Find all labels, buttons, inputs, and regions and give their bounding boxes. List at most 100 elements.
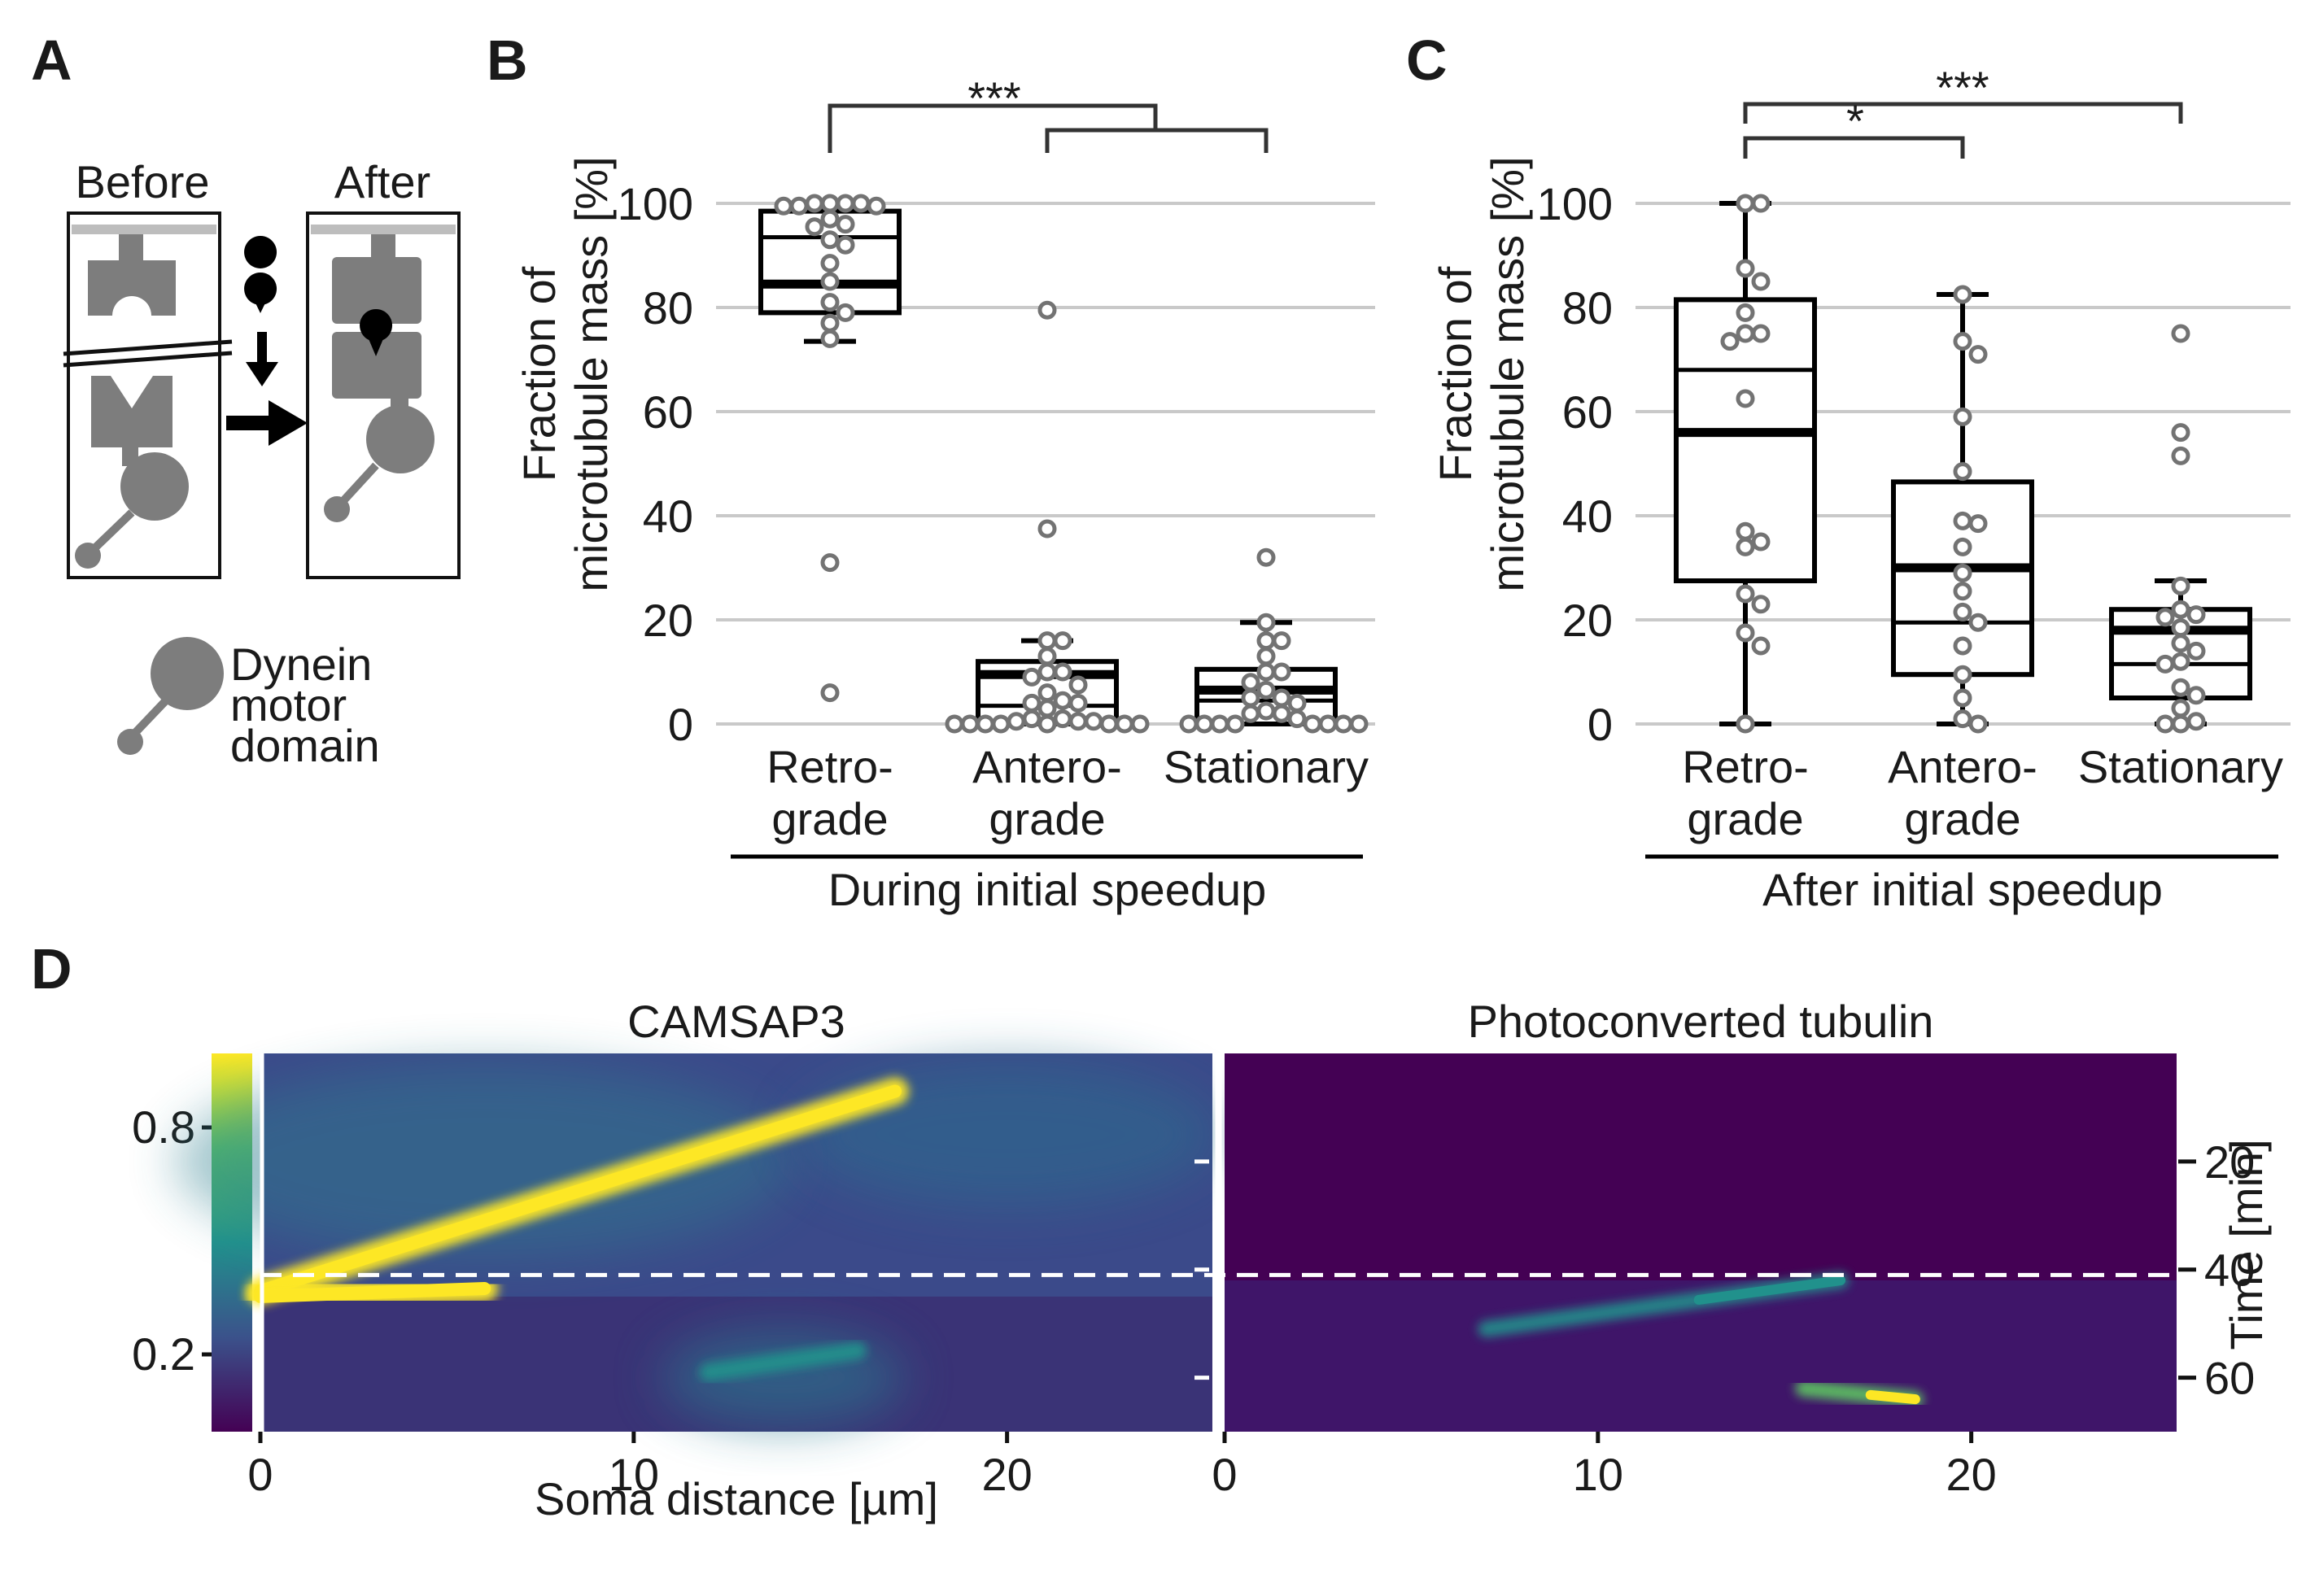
panel-letter-c: C [1406,28,1448,92]
panel-c-data-point [2186,641,2206,661]
time-ylabel: Time [min] [2221,1139,2272,1350]
panel-c-data-point [1736,584,1755,604]
panel-c-data-point [2186,712,2206,731]
panel-b-data-point [820,313,840,333]
panel-b-data-point [820,293,840,312]
panel-c-data-point [1953,563,1972,582]
panel-b-data-point [1037,519,1057,539]
panel-c-data-point [1751,636,1771,656]
panel-c-significance-label: * [1846,95,1864,146]
panel-c-category-label: grade [1687,793,1803,844]
time-tick-label: 60 [2204,1353,2255,1404]
panel-c-data-point [1736,623,1755,643]
camsap3-track-core [254,1281,491,1303]
after-schematic [306,211,461,579]
camsap3-kymograph [175,1053,1219,1432]
kymograph-axes: 0 10 20 0 10 20 20 40 60 [247,1053,2255,1500]
panel-c-ytick-label: 100 [1537,178,1613,229]
panel-b-data-point [1037,300,1057,320]
panel-c-data-point [1968,345,1988,364]
photoconverted-track-core [1865,1389,1920,1405]
panel-b: B Fraction of microtubule mass [%] 0 20 40… [487,28,1375,915]
panel-c-plot: 020406080100Retro-gradeAntero-gradeStati… [1537,62,2291,844]
panel-b-category-label: Retro- [766,741,893,792]
panel-c-data-point [1953,602,1972,621]
panel-c-data-point [2171,618,2190,638]
panel-c-ylabel: Fraction of microtubule mass [%] [1430,156,1533,591]
panel-c-data-point [1968,514,1988,534]
panel-b-data-point [1037,699,1057,718]
panel-b-ytick-label: 100 [618,178,693,229]
panel-b-ytick-label: 20 [643,595,693,646]
panel-b-ylabel-line-2: microtubule mass [%] [566,156,617,591]
panel-b-data-point [1053,662,1072,682]
panel-b-data-point [1022,693,1042,713]
panel-c-data-point [1953,511,1972,530]
panel-c-data-point [2171,446,2190,465]
panel-b-data-point [1037,631,1057,651]
panel-b-data-point [820,553,840,573]
panel-b-data-point [1272,662,1291,682]
panel-c-data-point [1953,537,1972,556]
panel-c-data-point [1953,636,1972,656]
panel-b-data-point [820,254,840,273]
panel-b-data-point [1053,709,1072,729]
colorbar-tick-02: 0.2 [132,1328,195,1380]
panel-b-data-point [1084,712,1103,731]
panel-b-data-point [1287,709,1307,729]
panel-b-plot: 020406080100Retro-gradeAntero-gradeStati… [618,72,1375,844]
panel-c-data-point [1953,665,1972,684]
panel-c-data-point [1751,194,1771,213]
panel-c-data-point [1751,324,1771,343]
panel-c-data-point [2155,608,2175,627]
panel-b-ytick-label: 80 [643,282,693,334]
panel-b-data-point [1053,631,1072,651]
panel-b-data-point [836,235,855,255]
panel-b-data-point [1256,701,1276,721]
panel-b-data-point [1256,680,1276,700]
panel-c-data-point [1751,272,1771,291]
camsap3-track-core [254,1084,902,1298]
panel-b-data-point [789,196,809,216]
panel-b-data-point [851,194,871,213]
panel-b-data-point [1349,714,1369,734]
panel-b-category-label: Antero- [972,741,1122,792]
panel-b-data-point [820,209,840,229]
panel-b-data-point [1037,662,1057,682]
panel-c-category-label: Antero- [1888,741,2037,792]
motor-domain-before [120,452,189,521]
panel-b-data-point [820,194,840,213]
panel-c-data-point [1736,194,1755,213]
panel-b-data-point [1037,647,1057,666]
x-tick-label: 20 [1946,1449,1996,1500]
panel-c-data-point [2186,605,2206,625]
camsap3-diffuse-signal [795,1061,1219,1208]
camsap3-title: CAMSAP3 [627,996,845,1047]
panel-b-data-point [1256,631,1276,651]
panel-c-data-point [1953,688,1972,708]
panel-c-data-point [2171,699,2190,718]
after-label: After [334,156,430,207]
panel-letter-b: B [487,28,528,92]
x-tick-label: 10 [609,1449,659,1500]
panel-b-data-point [1037,683,1057,703]
panel-b-category-label: Stationary [1164,741,1369,792]
panel-b-data-point [1037,714,1057,734]
cut-line-top [63,339,233,356]
panel-c-data-point [2155,714,2175,734]
motor-domain-legend-icon [151,637,224,710]
panel-c-data-point [1968,613,1988,632]
time-tick-label: 40 [2204,1245,2255,1296]
panel-b-data-point [1022,667,1042,687]
panel-b-data-point [820,329,840,348]
panel-b-data-point [976,714,995,734]
panel-c-data-point [2171,678,2190,697]
panel-b-data-point [820,683,840,703]
panel-b-data-point [1210,714,1229,734]
panel-c: C Fraction of microtubule mass [%] 0 20 40… [1406,28,2291,915]
legend-line-2: motor [230,679,347,730]
panel-b-data-point [1256,647,1276,666]
panel-c-data-point [1720,332,1740,351]
panel-c-ytick-label: 0 [1587,699,1613,750]
panel-b-data-point [1318,714,1338,734]
